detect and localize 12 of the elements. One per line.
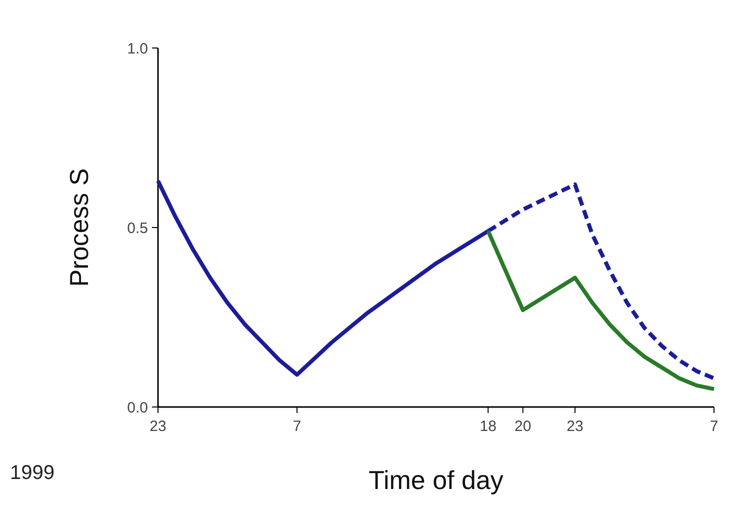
text: 1999 xyxy=(10,462,54,484)
x-axis-title: Time of day xyxy=(368,465,504,495)
y-tick-label: 0.0 xyxy=(127,399,148,416)
x-tick-label: 23 xyxy=(566,418,584,435)
x-tick-label: 23 xyxy=(150,418,166,435)
x-tick-label: 7 xyxy=(292,418,302,435)
x-tick-label: 7 xyxy=(710,418,718,435)
x-tick-label: 20 xyxy=(514,418,532,435)
y-tick-label: 1.0 xyxy=(127,40,148,58)
y-tick-label: 0.5 xyxy=(127,220,148,237)
y-axis-title: Process S xyxy=(64,168,94,287)
x-tick-label: 18 xyxy=(480,418,496,435)
